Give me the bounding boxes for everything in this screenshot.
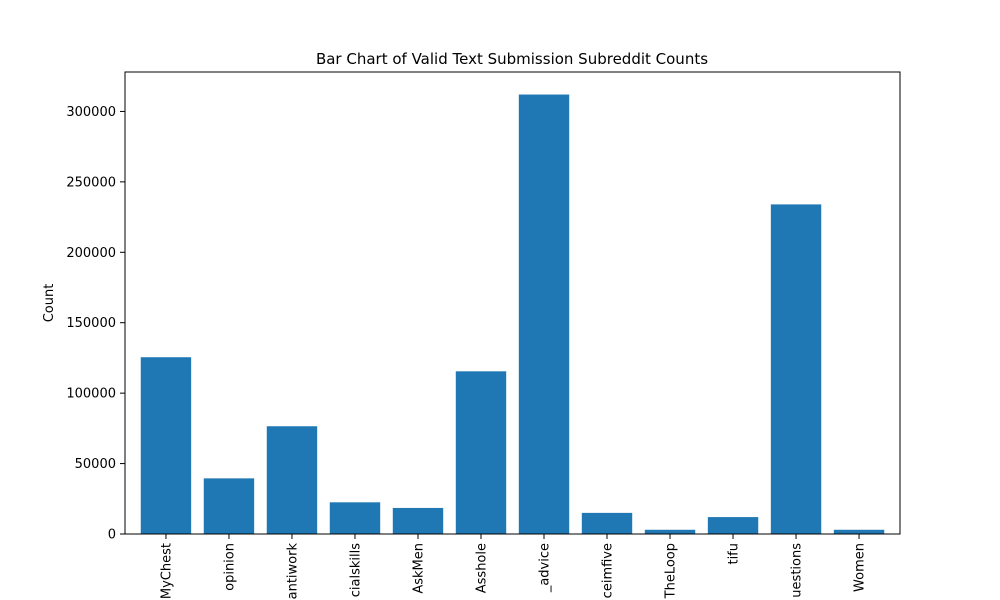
x-tick-label: ceimfive: [601, 543, 616, 598]
x-axis-ticks: MyChest opinion antiwork cialskills AskMen As…: [159, 534, 868, 600]
y-axis-ticks: 0 50000 100000 150000 200000 250000 300000: [66, 105, 125, 543]
chart-title: Bar Chart of Valid Text Submission Subre…: [316, 50, 708, 68]
x-tick-label: tifu: [727, 543, 742, 565]
bar--advice: [518, 94, 570, 534]
bar-women: [833, 529, 885, 534]
bar-opinion: [203, 478, 255, 534]
x-tick-label: uestions: [790, 543, 805, 598]
bar-theloop: [644, 529, 696, 534]
bar-cialskills: [329, 502, 381, 534]
x-tick-label: cialskills: [348, 543, 363, 597]
bar-asshole: [455, 371, 507, 534]
y-tick-label: 50000: [75, 457, 116, 472]
x-tick-label: _advice: [538, 543, 553, 593]
y-tick-label: 150000: [66, 316, 116, 331]
bar-ceimfive: [581, 512, 633, 534]
bar-antiwork: [266, 426, 318, 534]
bars-group: [140, 94, 885, 534]
x-tick-label: antiwork: [285, 543, 300, 600]
axes-frame: [124, 71, 901, 535]
x-tick-label: Asshole: [474, 543, 489, 593]
y-tick-label: 0: [108, 528, 116, 543]
x-tick-label: MyChest: [159, 543, 174, 599]
bar-tifu: [707, 517, 759, 534]
x-tick-label: AskMen: [411, 543, 426, 594]
y-tick-label: 100000: [66, 387, 116, 402]
bar-uestions: [770, 204, 822, 534]
y-tick-label: 200000: [66, 246, 116, 261]
y-axis-label: Count: [42, 284, 57, 323]
x-tick-label: opinion: [222, 543, 237, 591]
x-tick-label: Women: [853, 543, 868, 592]
x-tick-label: TheLoop: [664, 543, 679, 599]
y-tick-label: 250000: [66, 175, 116, 190]
y-tick-label: 300000: [66, 105, 116, 120]
bar-askmen: [392, 507, 444, 534]
bar-mychest: [140, 357, 192, 534]
